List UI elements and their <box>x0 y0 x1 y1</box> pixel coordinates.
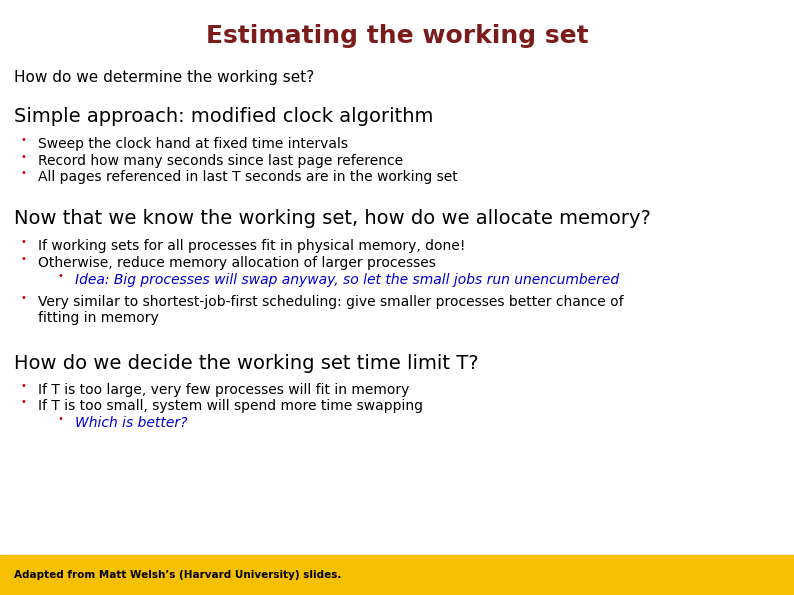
Bar <box>0 555 794 595</box>
Text: •: • <box>21 397 26 408</box>
Text: If T is too large, very few processes will fit in memory: If T is too large, very few processes wi… <box>38 383 410 397</box>
Text: Which is better?: Which is better? <box>75 416 188 430</box>
Text: Record how many seconds since last page reference: Record how many seconds since last page … <box>38 154 403 168</box>
Text: •: • <box>21 237 26 248</box>
Text: fitting in memory: fitting in memory <box>38 311 159 325</box>
Text: •: • <box>58 271 64 281</box>
Text: •: • <box>58 414 64 424</box>
Text: If T is too small, system will spend more time swapping: If T is too small, system will spend mor… <box>38 399 423 414</box>
Text: Sweep the clock hand at fixed time intervals: Sweep the clock hand at fixed time inter… <box>38 137 348 151</box>
Text: How do we determine the working set?: How do we determine the working set? <box>14 70 314 85</box>
Text: •: • <box>21 135 26 145</box>
Text: •: • <box>21 293 26 303</box>
Text: Simple approach: modified clock algorithm: Simple approach: modified clock algorith… <box>14 107 434 126</box>
Text: How do we decide the working set time limit T?: How do we decide the working set time li… <box>14 354 479 373</box>
Text: Estimating the working set: Estimating the working set <box>206 24 588 48</box>
Text: Idea: Big processes will swap anyway, so let the small jobs run unencumbered: Idea: Big processes will swap anyway, so… <box>75 273 619 287</box>
Text: •: • <box>21 254 26 264</box>
Text: Otherwise, reduce memory allocation of larger processes: Otherwise, reduce memory allocation of l… <box>38 256 436 270</box>
Text: •: • <box>21 168 26 178</box>
Text: Adapted from Matt Welsh’s (Harvard University) slides.: Adapted from Matt Welsh’s (Harvard Unive… <box>14 570 341 580</box>
Text: All pages referenced in last T seconds are in the working set: All pages referenced in last T seconds a… <box>38 170 458 184</box>
Text: •: • <box>21 381 26 391</box>
Text: Very similar to shortest-job-first scheduling: give smaller processes better cha: Very similar to shortest-job-first sched… <box>38 295 624 309</box>
Text: Now that we know the working set, how do we allocate memory?: Now that we know the working set, how do… <box>14 209 651 228</box>
Text: •: • <box>21 152 26 162</box>
Text: If working sets for all processes fit in physical memory, done!: If working sets for all processes fit in… <box>38 239 465 253</box>
